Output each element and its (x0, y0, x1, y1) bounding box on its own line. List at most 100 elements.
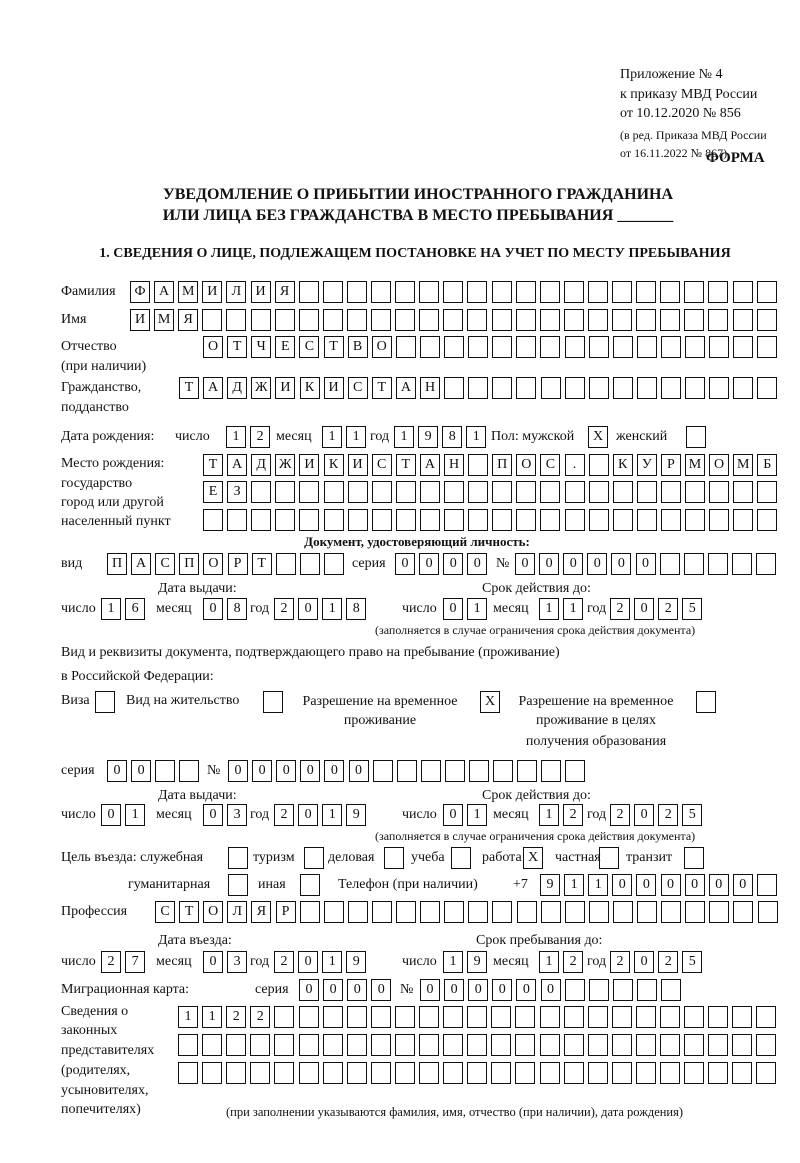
char-box[interactable]: 3 (227, 804, 248, 826)
char-box[interactable] (323, 481, 344, 503)
char-box[interactable] (420, 760, 441, 782)
char-box[interactable] (371, 281, 391, 303)
char-box[interactable] (468, 454, 489, 476)
char-box[interactable]: И (347, 454, 368, 476)
char-box[interactable] (298, 1006, 319, 1028)
char-box[interactable] (419, 1034, 439, 1056)
char-box[interactable]: 0 (324, 760, 345, 782)
char-box[interactable] (468, 481, 489, 503)
char-box[interactable] (516, 481, 537, 503)
char-box[interactable] (396, 901, 416, 923)
char-box[interactable] (395, 481, 416, 503)
char-box[interactable] (516, 509, 537, 531)
char-box[interactable] (468, 336, 489, 358)
char-box[interactable]: 2 (274, 598, 294, 620)
char-box[interactable] (420, 901, 441, 923)
char-box[interactable]: 0 (443, 553, 464, 575)
char-box[interactable] (612, 979, 633, 1001)
char-box[interactable] (394, 1006, 415, 1028)
char-box[interactable] (298, 1062, 319, 1084)
char-box[interactable] (250, 1062, 271, 1084)
char-box[interactable] (370, 1034, 391, 1056)
char-box[interactable] (251, 509, 272, 531)
char-box[interactable] (732, 1006, 753, 1028)
char-box[interactable] (395, 309, 416, 331)
char-box[interactable] (298, 1034, 319, 1056)
char-box[interactable]: 5 (682, 598, 703, 620)
char-box[interactable] (661, 979, 681, 1001)
char-box[interactable] (372, 760, 393, 782)
char-box[interactable] (467, 1006, 488, 1028)
char-box[interactable]: 7 (125, 951, 146, 973)
char-box[interactable]: 0 (492, 979, 513, 1001)
char-box[interactable] (419, 1062, 439, 1084)
char-box[interactable] (539, 1034, 560, 1056)
char-box[interactable]: Р (660, 454, 681, 476)
char-box[interactable]: 0 (635, 553, 656, 575)
char-box[interactable] (468, 901, 489, 923)
char-box[interactable] (587, 1062, 608, 1084)
char-box[interactable]: 2 (226, 1006, 247, 1028)
char-box[interactable]: 0 (587, 553, 608, 575)
char-box[interactable] (419, 481, 440, 503)
char-box[interactable]: О (709, 454, 730, 476)
char-box[interactable]: 1 (466, 426, 487, 448)
char-box[interactable] (299, 901, 320, 923)
char-box[interactable] (684, 1034, 705, 1056)
char-box[interactable] (347, 509, 368, 531)
char-box[interactable]: Т (179, 901, 200, 923)
char-box[interactable]: Т (251, 553, 272, 575)
char-box[interactable] (756, 309, 777, 331)
char-box[interactable] (491, 1034, 512, 1056)
char-box[interactable] (756, 553, 776, 575)
char-box[interactable] (323, 509, 344, 531)
char-box[interactable]: О (203, 336, 223, 358)
char-box[interactable] (275, 481, 296, 503)
char-box[interactable] (708, 1034, 729, 1056)
char-box[interactable]: 0 (443, 804, 463, 826)
char-box[interactable] (708, 1006, 729, 1028)
char-box[interactable] (540, 481, 561, 503)
char-box[interactable] (709, 377, 730, 399)
char-box[interactable]: Б (757, 454, 778, 476)
char-box[interactable]: Я (274, 281, 295, 303)
char-box[interactable]: А (227, 454, 248, 476)
char-box[interactable]: 1 (467, 804, 488, 826)
checkbox[interactable]: X (523, 847, 543, 869)
char-box[interactable] (443, 1034, 464, 1056)
char-box[interactable]: 2 (274, 804, 294, 826)
char-box[interactable]: К (299, 377, 320, 399)
char-box[interactable] (444, 377, 465, 399)
char-box[interactable] (370, 1062, 391, 1084)
checkbox[interactable] (263, 691, 283, 713)
char-box[interactable] (612, 336, 633, 358)
char-box[interactable]: О (371, 336, 392, 358)
char-box[interactable]: 1 (563, 598, 584, 620)
char-box[interactable] (394, 1062, 415, 1084)
char-box[interactable]: 5 (682, 804, 703, 826)
char-box[interactable]: А (154, 281, 175, 303)
char-box[interactable] (685, 336, 705, 358)
char-box[interactable]: П (179, 553, 200, 575)
char-box[interactable] (684, 281, 705, 303)
char-box[interactable]: К (612, 454, 633, 476)
char-box[interactable] (467, 309, 488, 331)
char-box[interactable] (587, 1034, 608, 1056)
char-box[interactable]: Д (251, 454, 272, 476)
char-box[interactable] (636, 509, 657, 531)
char-box[interactable] (588, 336, 609, 358)
char-box[interactable]: О (203, 901, 224, 923)
char-box[interactable]: 0 (634, 598, 655, 620)
char-box[interactable] (299, 553, 320, 575)
char-box[interactable] (685, 901, 706, 923)
char-box[interactable] (587, 281, 608, 303)
char-box[interactable] (395, 281, 416, 303)
char-box[interactable]: И (250, 281, 271, 303)
char-box[interactable] (660, 336, 681, 358)
char-box[interactable]: 1 (564, 874, 585, 896)
char-box[interactable]: 0 (276, 760, 297, 782)
char-box[interactable]: С (155, 901, 175, 923)
checkbox[interactable]: X (588, 426, 608, 448)
checkbox[interactable] (228, 847, 248, 869)
char-box[interactable] (515, 1006, 536, 1028)
